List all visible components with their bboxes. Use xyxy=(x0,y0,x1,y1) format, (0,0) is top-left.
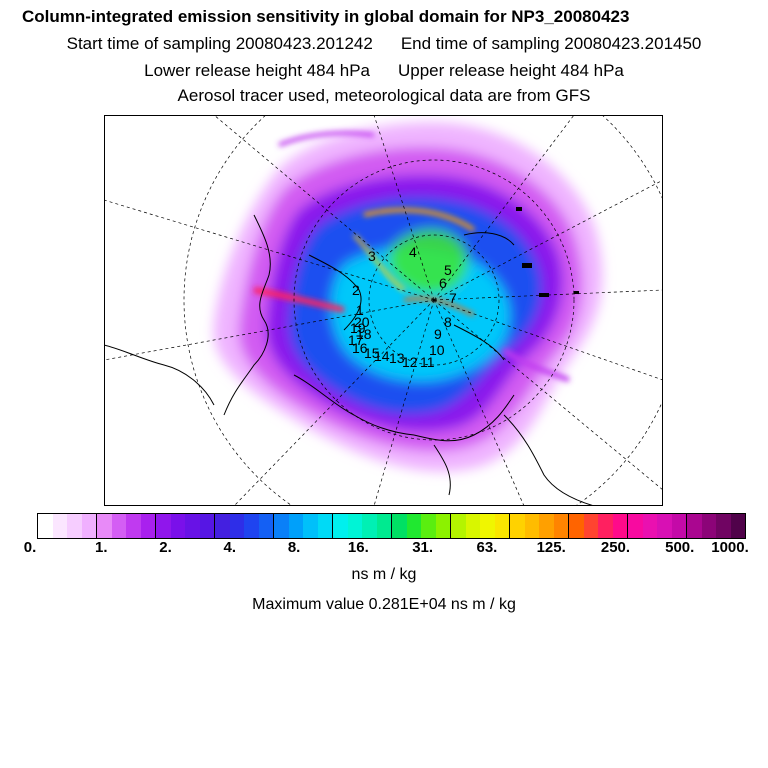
colorbar-segment xyxy=(671,514,687,538)
colorbar-segment xyxy=(376,514,392,538)
colorbar-units: ns m / kg xyxy=(351,566,417,583)
colorbar xyxy=(37,513,746,539)
colorbar-segment xyxy=(97,514,112,538)
colorbar-segment xyxy=(465,514,480,538)
lower-release-height: Lower release height 484 hPa xyxy=(144,61,370,80)
colorbar-segment xyxy=(524,514,539,538)
colorbar-segment xyxy=(126,514,141,538)
colorbar-segment xyxy=(38,514,53,538)
site-label: 4 xyxy=(409,244,417,260)
colorbar-segment xyxy=(81,514,97,538)
colorbar-tick-label: 1. xyxy=(95,539,108,556)
colorbar-segment xyxy=(642,514,657,538)
colorbar-segment xyxy=(303,514,318,538)
colorbar-segment xyxy=(612,514,628,538)
site-label: 14 xyxy=(374,348,390,364)
colorbar-segment xyxy=(451,514,466,538)
sampling-times: Start time of sampling 20080423.201242 En… xyxy=(0,34,768,54)
tracer-info: Aerosol tracer used, meteorological data… xyxy=(177,86,591,105)
colorbar-segment xyxy=(67,514,82,538)
colorbar-segment xyxy=(598,514,613,538)
colorbar-tick-label: 125. xyxy=(536,539,566,556)
colorbar-segment xyxy=(229,514,244,538)
site-label: 3 xyxy=(368,248,376,264)
site-label: 7 xyxy=(449,290,457,306)
colorbar-tick-label: 500. xyxy=(665,539,695,556)
site-label: 8 xyxy=(444,314,452,330)
colorbar-segment xyxy=(480,514,495,538)
colorbar-segment xyxy=(317,514,333,538)
site-label: 2 xyxy=(352,282,360,298)
colorbar-tick-label: 250. xyxy=(600,539,631,556)
release-heights: Lower release height 484 hPa Upper releas… xyxy=(0,61,768,81)
site-label: 16 xyxy=(352,340,368,356)
site-label: 20 xyxy=(354,314,370,330)
colorbar-tick-label: 2. xyxy=(159,539,172,556)
colorbar-segment xyxy=(199,514,215,538)
colorbar-segment xyxy=(392,514,407,538)
coastlines xyxy=(104,214,595,506)
colorbar-segment xyxy=(730,514,745,538)
site-label: 17 xyxy=(348,332,364,348)
colorbar-segment xyxy=(435,514,451,538)
colorbar-tick-label: 4. xyxy=(223,539,237,556)
site-label: 9 xyxy=(434,326,442,342)
colorbar-segment xyxy=(347,514,362,538)
colorbar-segment xyxy=(628,514,643,538)
site-label: 19 xyxy=(350,320,366,336)
sensitivity-field xyxy=(213,122,603,472)
colorbar-tick-label: 0. xyxy=(23,539,37,556)
colorbar-segment xyxy=(156,514,171,538)
site-label: 13 xyxy=(389,350,405,366)
land-blobs xyxy=(516,207,579,297)
colorbar-segment xyxy=(657,514,672,538)
colorbar-segment xyxy=(244,514,259,538)
colorbar-segment xyxy=(333,514,348,538)
maximum-value: Maximum value 0.281E+04 ns m / kg xyxy=(252,596,516,613)
site-label: 15 xyxy=(364,345,380,361)
colorbar-segment xyxy=(52,514,67,538)
colorbar-segment xyxy=(421,514,436,538)
colorbar-tick-label: 8. xyxy=(287,539,301,556)
colorbar-tick-label: 1000. xyxy=(711,539,749,556)
colorbar-segment xyxy=(716,514,731,538)
site-label: 6 xyxy=(439,275,447,291)
colorbar-tick-label: 16. xyxy=(347,539,369,556)
site-label: 10 xyxy=(429,342,445,358)
colorbar-segment xyxy=(111,514,126,538)
colorbar-segment xyxy=(140,514,156,538)
colorbar-segment xyxy=(362,514,377,538)
end-time: End time of sampling 20080423.201450 xyxy=(400,34,702,53)
colorbar-tick-label: 63. xyxy=(476,539,498,556)
colorbar-segment xyxy=(274,514,289,538)
colorbar-segment xyxy=(258,514,274,538)
colorbar-tick-labels: 0. 1. 2. 4. 8. 16. 31. 63. 125. 250. 500. 1000. xyxy=(0,539,768,559)
colorbar-tick-label: 31. xyxy=(412,539,434,556)
colorbar-segment xyxy=(406,514,421,538)
colorbar-segment xyxy=(701,514,716,538)
site-label: 18 xyxy=(356,326,372,342)
colorbar-segment xyxy=(510,514,525,538)
site-label: 12 xyxy=(402,354,418,370)
site-labels: 1 2 3 4 5 6 7 8 9 10 11 12 13 14 15 16 1… xyxy=(348,244,457,370)
colorbar-segment xyxy=(288,514,303,538)
colorbar-segment xyxy=(687,514,702,538)
colorbar-segment xyxy=(569,514,584,538)
colorbar-segment xyxy=(185,514,200,538)
site-label: 5 xyxy=(444,262,452,278)
colorbar-segment xyxy=(539,514,554,538)
sensitivity-map: 1 2 3 4 5 6 7 8 9 10 11 12 13 14 15 16 1… xyxy=(104,115,663,506)
upper-release-height: Upper release height 484 hPa xyxy=(398,61,624,80)
colorbar-segment xyxy=(553,514,569,538)
graticule xyxy=(104,115,663,506)
site-label: 1 xyxy=(356,302,364,318)
site-label: 11 xyxy=(420,354,435,370)
colorbar-segment xyxy=(215,514,230,538)
colorbar-segment xyxy=(170,514,185,538)
colorbar-segment xyxy=(583,514,598,538)
plot-title: Column-integrated emission sensitivity i… xyxy=(22,7,630,26)
colorbar-segment xyxy=(494,514,510,538)
start-time: Start time of sampling 20080423.201242 xyxy=(66,34,373,53)
